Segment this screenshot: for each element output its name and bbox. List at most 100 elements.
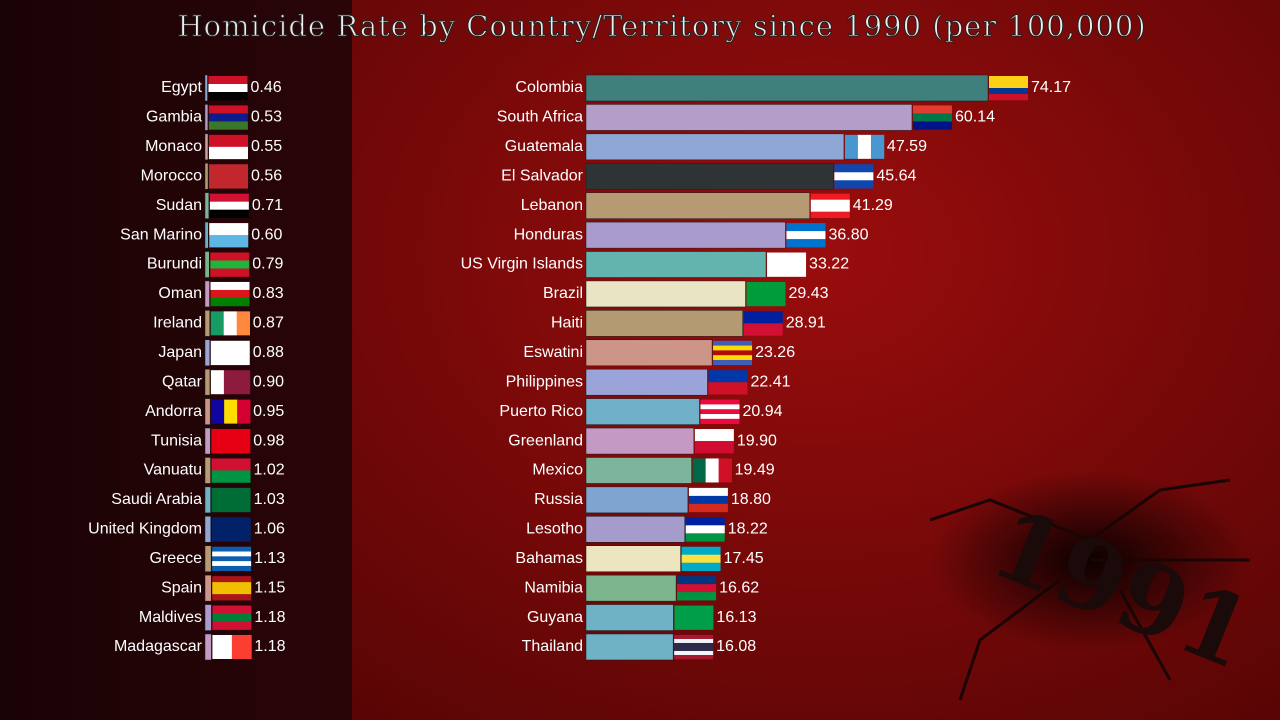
- flag-stripe: [237, 399, 251, 424]
- flag-stripe: [912, 121, 952, 130]
- flag-stripe: [700, 404, 740, 410]
- value-label: 47.59: [887, 138, 927, 155]
- flag: [708, 370, 748, 395]
- flag: [810, 193, 850, 218]
- value-label: 33.22: [809, 256, 849, 273]
- flag-stripe: [208, 105, 248, 114]
- category-label: Eswatini: [523, 344, 583, 361]
- category-label: Russia: [534, 491, 583, 508]
- flag-stripe: [210, 260, 250, 269]
- flag-stripe: [209, 201, 249, 210]
- bar: [585, 398, 700, 425]
- value-label: 0.56: [251, 167, 282, 184]
- bar: [585, 74, 989, 102]
- flag-stripe: [677, 584, 717, 593]
- flag-stripe: [223, 311, 238, 336]
- flag-stripe: [210, 311, 225, 336]
- flag: [211, 487, 251, 513]
- category-label: Lebanon: [521, 197, 583, 214]
- category-label: Philippines: [506, 373, 583, 390]
- left-panel: [0, 0, 352, 720]
- flag-stripe: [912, 105, 952, 114]
- category-label: Morocco: [141, 167, 202, 184]
- flag-stripe: [236, 370, 251, 395]
- value-label: 19.90: [737, 432, 777, 449]
- bar: [585, 633, 674, 661]
- value-label: 22.41: [750, 373, 790, 390]
- flag-stripe: [210, 289, 250, 299]
- category-label: United Kingdom: [88, 521, 202, 538]
- flag-stripe: [834, 172, 874, 181]
- flag-stripe: [810, 199, 850, 206]
- category-label: Maldives: [139, 609, 202, 626]
- category-label: Burundi: [147, 256, 202, 273]
- flag-stripe: [912, 113, 952, 122]
- category-label: Namibia: [524, 579, 583, 596]
- flag: [674, 634, 714, 660]
- bar: [204, 486, 211, 514]
- bar: [585, 280, 746, 308]
- value-label: 29.43: [789, 285, 829, 302]
- value-label: 18.80: [731, 491, 771, 508]
- flag-stripe: [688, 503, 728, 513]
- bar: [585, 310, 743, 337]
- flag-stripe: [989, 88, 1028, 95]
- flag: [208, 76, 248, 101]
- bar: [585, 251, 767, 278]
- flag-stripe: [236, 311, 251, 336]
- category-label: Greenland: [508, 432, 583, 449]
- flag-stripe: [713, 355, 753, 361]
- flag: [211, 429, 251, 454]
- flag-stripe: [677, 576, 717, 585]
- value-label: 28.91: [786, 315, 826, 332]
- category-label: Tunisia: [151, 432, 202, 449]
- flag: [743, 311, 783, 336]
- flag: [674, 605, 714, 630]
- value-label: 0.60: [251, 226, 282, 243]
- flag-stripe: [208, 113, 248, 122]
- flag: [212, 546, 252, 572]
- bar: [204, 310, 210, 337]
- bar: [585, 486, 689, 514]
- bar: [204, 133, 209, 161]
- flag: [713, 340, 753, 366]
- category-label: Puerto Rico: [499, 403, 583, 420]
- flag-stripe: [688, 487, 728, 497]
- category-label: Mexico: [532, 462, 583, 479]
- flag: [681, 546, 721, 572]
- flag-stripe: [786, 239, 826, 248]
- flag-stripe: [231, 634, 252, 659]
- value-label: 0.46: [250, 79, 281, 96]
- category-label: Bahamas: [515, 550, 583, 567]
- flag-stripe: [834, 164, 874, 173]
- flag-stripe: [718, 458, 732, 483]
- value-label: 0.87: [253, 315, 284, 332]
- flag: [834, 164, 874, 189]
- flag-stripe: [209, 209, 249, 218]
- flag-stripe: [844, 134, 859, 159]
- flag-stripe: [212, 576, 252, 583]
- flag-stripe: [810, 211, 850, 218]
- category-label: Guatemala: [505, 138, 583, 155]
- flag-stripe: [208, 121, 248, 130]
- bar: [204, 74, 208, 102]
- category-label: Saudi Arabia: [111, 491, 202, 508]
- flag-stripe: [212, 546, 252, 552]
- flag-stripe: [210, 297, 250, 307]
- flag: [209, 223, 249, 248]
- flag: [209, 193, 249, 218]
- value-label: 0.55: [251, 138, 282, 155]
- flag-stripe: [700, 414, 740, 420]
- bar: [585, 163, 834, 190]
- flag-stripe: [223, 370, 238, 395]
- value-label: 41.29: [853, 197, 893, 214]
- bar: [204, 604, 212, 631]
- flag-stripe: [211, 399, 225, 424]
- flag-stripe: [681, 546, 721, 556]
- flag: [767, 252, 807, 277]
- flag-stripe: [700, 399, 740, 405]
- flag-stripe: [212, 551, 252, 557]
- value-label: 60.14: [955, 109, 995, 126]
- bar: [204, 163, 209, 190]
- flag-stripe: [212, 605, 252, 614]
